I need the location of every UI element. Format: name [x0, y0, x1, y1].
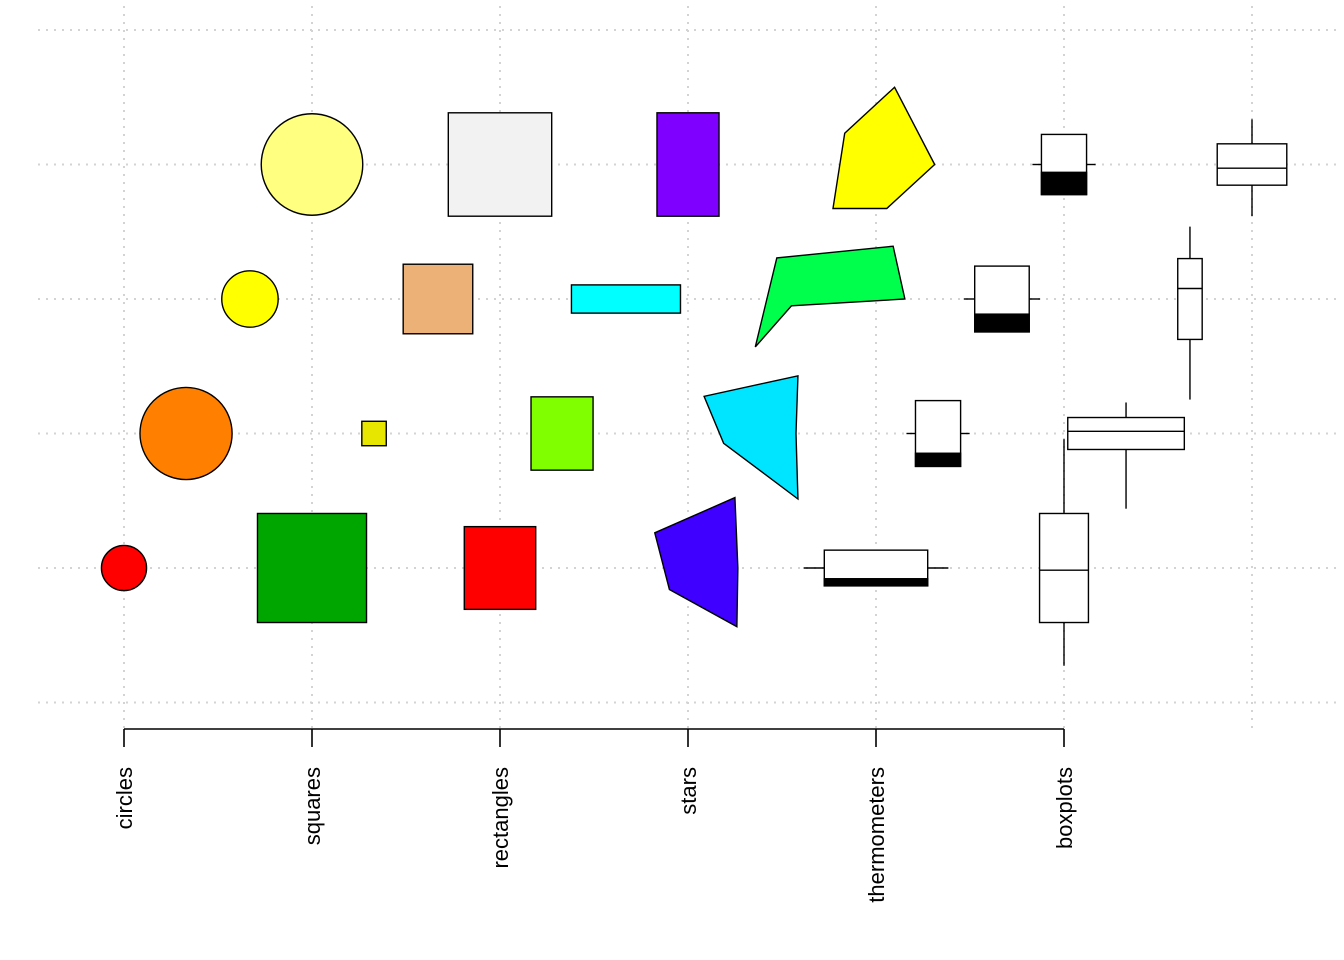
boxplot-symbol	[1067, 402, 1186, 509]
boxplot-symbol	[1216, 119, 1288, 217]
x-tick-label: boxplots	[1052, 767, 1077, 849]
circle-symbol	[260, 113, 364, 216]
star-symbol	[754, 245, 906, 348]
circle-symbol	[100, 544, 148, 592]
x-tick-label: rectangles	[488, 767, 513, 869]
star-symbol	[703, 374, 799, 501]
x-tick-label: stars	[676, 767, 701, 815]
square-symbol	[447, 112, 553, 217]
symbol-layer	[100, 86, 1288, 666]
thermometer-symbol	[1032, 133, 1096, 196]
square-symbol	[256, 512, 368, 624]
thermometer-symbol	[803, 549, 949, 587]
x-tick-label: circles	[112, 767, 137, 829]
star-symbol	[653, 496, 739, 628]
rectangle-symbol	[570, 284, 682, 314]
x-tick-label: thermometers	[864, 767, 889, 903]
x-tick-label: squares	[300, 767, 325, 845]
x-axis: circles squares rectangles stars thermometer…	[112, 728, 1077, 903]
boxplot-symbol	[1177, 226, 1203, 400]
star-symbol	[832, 86, 936, 210]
rectangle-symbol	[656, 112, 720, 217]
thermometer-symbol	[963, 265, 1041, 333]
circle-symbol	[139, 386, 233, 481]
circle-symbol	[221, 270, 279, 328]
rectangle-symbol	[530, 396, 594, 471]
square-symbol	[361, 420, 387, 447]
thermometer-symbol	[906, 399, 970, 468]
rectangle-symbol	[463, 525, 537, 611]
square-symbol	[402, 263, 474, 335]
boxplot-symbol	[1038, 439, 1090, 666]
